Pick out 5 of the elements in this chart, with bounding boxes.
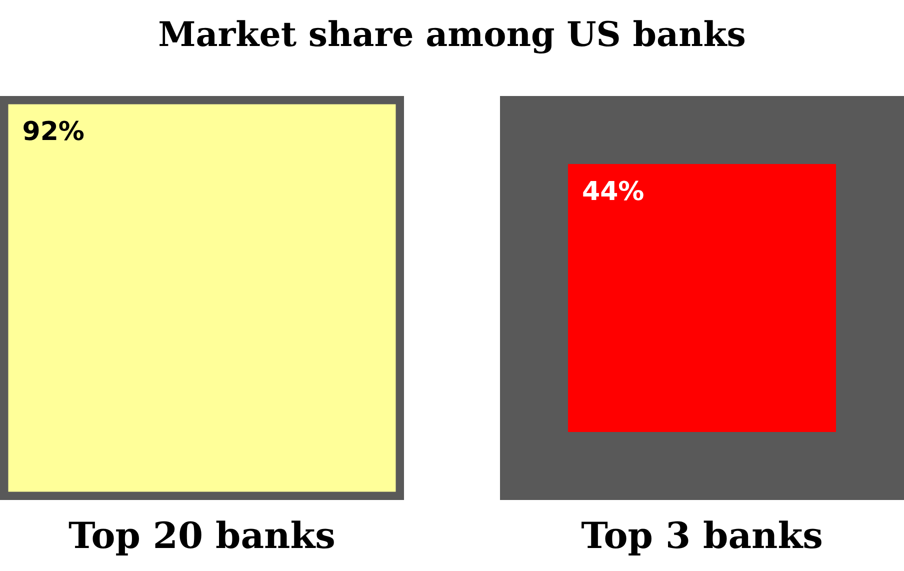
category-label: Top 20 banks bbox=[68, 515, 336, 557]
data-label: 92% bbox=[22, 117, 84, 148]
data-label: 44% bbox=[582, 177, 644, 208]
category-label: Top 3 banks bbox=[581, 515, 823, 557]
text: Market share among US banks bbox=[158, 15, 746, 55]
